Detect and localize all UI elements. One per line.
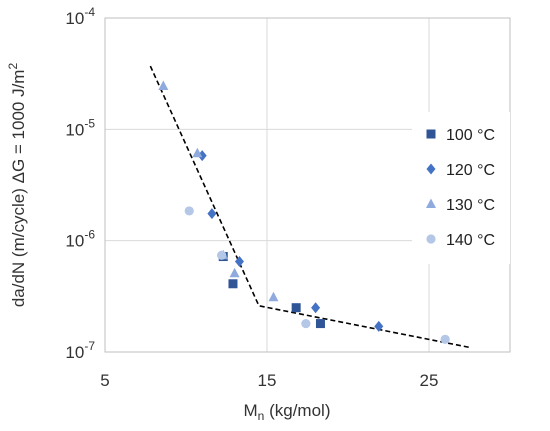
data-point-series-4 bbox=[440, 334, 450, 344]
legend-entry-label: 140 °C bbox=[446, 232, 495, 249]
legend-entry-label: 120 °C bbox=[446, 162, 495, 179]
data-point-series-1 bbox=[315, 319, 325, 329]
data-point-series-4 bbox=[301, 318, 311, 329]
data-point-series-1 bbox=[291, 303, 301, 313]
x-axis-title-rest: (kg/mol) bbox=[264, 401, 330, 420]
y-tick-exponent: -7 bbox=[84, 339, 95, 353]
y-tick-exponent: -5 bbox=[84, 116, 95, 130]
y-tick-base: 10 bbox=[65, 343, 84, 362]
legend: 100 °C 120 °C 130 °C 140 °C bbox=[412, 112, 510, 264]
data-point-series-2 bbox=[207, 208, 217, 220]
x-tick-labels: 5 15 25 bbox=[100, 371, 438, 390]
y-axis-title: da/dN (m/cycle) ΔG = 1000 J/m2 bbox=[6, 63, 28, 308]
y-tick-base: 10 bbox=[65, 120, 84, 139]
data-point-series-1 bbox=[228, 279, 238, 289]
legend-marker-series-2 bbox=[426, 163, 436, 175]
data-point-series-3 bbox=[158, 80, 169, 91]
y-axis-title-main: da/dN (m/cycle) ΔG = 1000 J/m bbox=[9, 70, 28, 308]
y-tick-base: 10 bbox=[65, 9, 84, 28]
y-tick-label: 10-5 bbox=[65, 116, 95, 139]
y-tick-exponent: -6 bbox=[84, 228, 95, 242]
data-points-layer bbox=[158, 80, 450, 344]
data-point-series-3 bbox=[229, 267, 240, 278]
legend-entry-label: 100 °C bbox=[446, 127, 495, 144]
data-point-series-2 bbox=[234, 255, 244, 267]
x-axis-title-main: M bbox=[244, 401, 258, 420]
x-axis-title: Mn (kg/mol) bbox=[244, 401, 331, 423]
legend-entry-label: 130 °C bbox=[446, 197, 495, 214]
data-point-series-3 bbox=[268, 291, 279, 302]
data-point-series-3 bbox=[192, 147, 203, 158]
y-tick-base: 10 bbox=[65, 232, 84, 251]
x-tick-label: 15 bbox=[258, 371, 277, 390]
x-axis-title-subscript: n bbox=[258, 409, 265, 423]
x-tick-label: 25 bbox=[420, 371, 439, 390]
legend-marker-series-3 bbox=[426, 198, 436, 208]
legend-marker-series-1 bbox=[426, 129, 436, 139]
legend-marker-series-4 bbox=[426, 234, 436, 244]
x-tick-label: 5 bbox=[100, 371, 109, 390]
y-tick-label: 10-6 bbox=[65, 228, 95, 251]
data-point-series-4 bbox=[217, 250, 227, 260]
data-point-series-2 bbox=[374, 320, 384, 332]
data-point-series-4 bbox=[184, 206, 194, 216]
y-tick-labels: 10-710-610-510-4 bbox=[65, 5, 95, 362]
y-axis-title-superscript: 2 bbox=[6, 63, 20, 70]
y-tick-exponent: -4 bbox=[84, 5, 95, 19]
y-tick-label: 10-4 bbox=[65, 5, 95, 28]
y-tick-label: 10-7 bbox=[65, 339, 95, 362]
data-point-series-2 bbox=[311, 302, 321, 314]
